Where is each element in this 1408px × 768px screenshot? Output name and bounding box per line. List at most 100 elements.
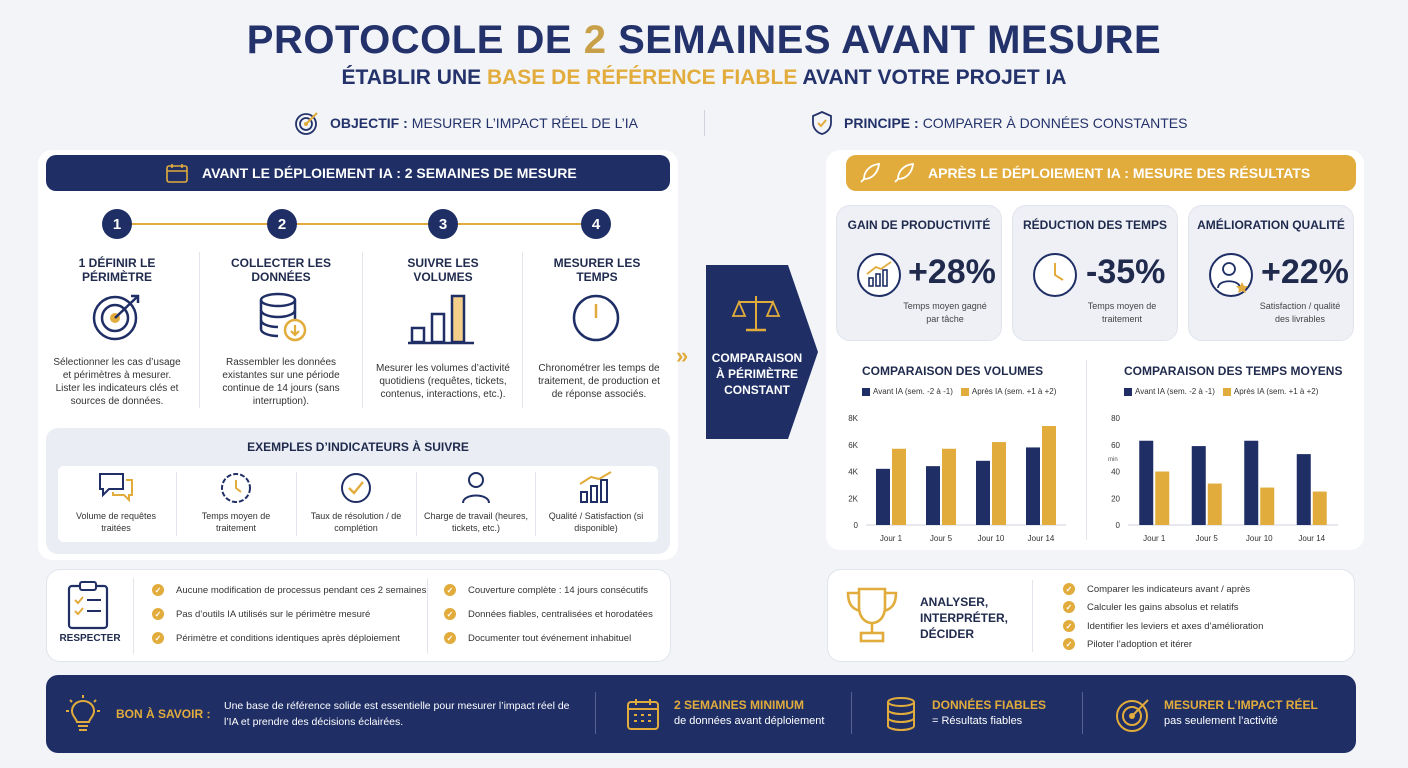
bar [1191, 446, 1206, 525]
footer-item-sub: pas seulement l’activité [1164, 715, 1278, 727]
target-icon [1116, 699, 1149, 732]
bar [1207, 483, 1222, 525]
y-tick-label: 40 [1111, 468, 1120, 477]
x-tick-label: Jour 5 [930, 534, 953, 543]
bar [1139, 440, 1154, 525]
after-band: APRÈS LE DÉPLOIEMENT IA : MESURE DES RÉS… [846, 155, 1356, 191]
legend-swatch [862, 387, 870, 396]
y-tick-label: 4K [848, 468, 858, 477]
indicator-divider [176, 472, 177, 536]
check-icon: ✓ [444, 608, 456, 620]
calendar-icon [166, 164, 188, 183]
rule-item: ✓ Pas d’outils IA utilisés sur le périmèt… [152, 608, 370, 620]
database-icon [887, 697, 915, 732]
check-icon: ✓ [444, 584, 456, 596]
legend-swatch [1124, 387, 1132, 396]
bar-chart-icon [408, 294, 474, 345]
rule-item: ✓ Couverture complète : 14 jours consécut… [444, 584, 648, 596]
check-icon: ✓ [1063, 601, 1075, 613]
footer-divider [851, 692, 852, 734]
indicator-divider [535, 472, 536, 536]
check-icon: ✓ [152, 632, 164, 644]
rules-divider [133, 578, 134, 654]
rocket-icon [894, 162, 915, 183]
bar [1244, 440, 1259, 525]
respect-label: RESPECTER [59, 633, 121, 644]
chart-legend: Avant IA (sem. -2 à -1) Après IA (sem. +… [1124, 387, 1318, 396]
bar [992, 442, 1006, 525]
action-item: ✓ Identifier les leviers et axes d’amélio… [1063, 620, 1263, 632]
x-tick-label: Jour 10 [978, 534, 1005, 543]
rocket-icon [860, 162, 881, 183]
principle-text: COMPARER À DONNÉES CONSTANTES [922, 115, 1188, 131]
indicators-row [58, 466, 658, 542]
kpi-value: +28% [908, 253, 996, 291]
comparison-label: COMPARAISON À PÉRIMÈTRE CONSTANT [711, 351, 803, 397]
objective-line: OBJECTIF : MESURER L’IMPACT RÉEL DE L’IA [294, 108, 638, 138]
trophy-icon [846, 587, 898, 643]
rule-item: ✓ Documenter tout événement inhabituel [444, 632, 631, 644]
action-item: ✓ Comparer les indicateurs avant / après [1063, 583, 1250, 595]
legend-swatch [1222, 387, 1231, 396]
y-tick-label: 80 [1111, 414, 1120, 423]
clipboard-checklist-icon [67, 581, 109, 630]
target-icon [92, 294, 140, 341]
kpi-title: RÉDUCTION DES TEMPS [1022, 218, 1167, 232]
y-tick-label: 6K [848, 441, 858, 450]
clock-icon [572, 294, 620, 342]
footer-divider [595, 692, 596, 734]
rules-panel [46, 569, 671, 662]
action-item: ✓ Piloter l’adoption et itérer [1063, 638, 1192, 650]
bar [1042, 426, 1056, 525]
kpi-value: +22% [1261, 253, 1349, 291]
y-tick-label: 0 [1116, 521, 1121, 530]
check-icon: ✓ [152, 608, 164, 620]
before-band: AVANT LE DÉPLOIEMENT IA : 2 SEMAINES DE … [46, 155, 670, 191]
kpi-caption: Temps moyen gagné par tâche [903, 301, 987, 324]
step-title-4: MESURER LES TEMPS [553, 256, 641, 284]
clock-icon [1033, 253, 1077, 297]
analyze-panel [827, 569, 1355, 662]
step-desc-1: Sélectionner les cas d’usage et périmètr… [53, 357, 181, 407]
rule-item: ✓ Données fiables, centralisées et horoda… [444, 608, 653, 620]
chart-title: COMPARAISON DES TEMPS MOYENS [1124, 364, 1343, 378]
objective-text: MESURER L’IMPACT RÉEL DE L’IA [411, 115, 638, 131]
chat-icon [99, 473, 133, 502]
x-tick-label: Jour 5 [1196, 534, 1219, 543]
target-icon [295, 112, 318, 135]
legend-swatch [960, 387, 969, 396]
bar [942, 448, 956, 525]
footer-item-title: 2 SEMAINES MINIMUM [674, 698, 805, 712]
bar [1155, 471, 1170, 525]
scale-icon [731, 296, 781, 332]
header-divider [704, 110, 705, 136]
x-tick-label: Jour 1 [1143, 534, 1166, 543]
step-title-3: SUIVRE LES VOLUMES [407, 256, 479, 284]
y-tick-label: 2K [848, 494, 858, 503]
principle-line: PRINCIPE : COMPARER À DONNÉES CONSTANTES [810, 108, 1187, 138]
check-icon: ✓ [1063, 583, 1075, 595]
kpi-value: -35% [1086, 253, 1166, 291]
check-circle-icon [341, 473, 371, 503]
bar [976, 460, 990, 525]
person-icon [462, 472, 490, 504]
rule-item: ✓ Périmètre et conditions identiques aprè… [152, 632, 400, 644]
database-icon [259, 292, 307, 342]
growth-chart-icon [579, 471, 612, 503]
tip-label: BON À SAVOIR : [116, 707, 211, 721]
steps-connector [130, 223, 590, 225]
indicators-title: EXEMPLES D’INDICATEURS À SUIVRE [247, 440, 469, 454]
volume-chart: 0 2K 4K 6K 8K Jour 1 Jour 5 Jour 10 Jour 14 [848, 414, 1066, 543]
lightbulb-icon [66, 695, 100, 731]
footer-bar [46, 675, 1356, 753]
x-tick-label: Jour 14 [1298, 534, 1325, 543]
objective-label: OBJECTIF : [330, 115, 408, 131]
step-desc-2: Rassembler les données existantes sur un… [222, 357, 340, 407]
rule-item: ✓ Aucune modification de processus pendan… [152, 584, 426, 596]
step-number-4: 4 [581, 209, 611, 239]
stopwatch-icon [221, 473, 251, 503]
footer-item-title: MESURER L’IMPACT RÉEL [1164, 698, 1318, 712]
principle-label: PRINCIPE : [844, 115, 919, 131]
tip-text: Une base de référence solide est essenti… [224, 700, 570, 728]
step-number-1: 1 [102, 209, 132, 239]
